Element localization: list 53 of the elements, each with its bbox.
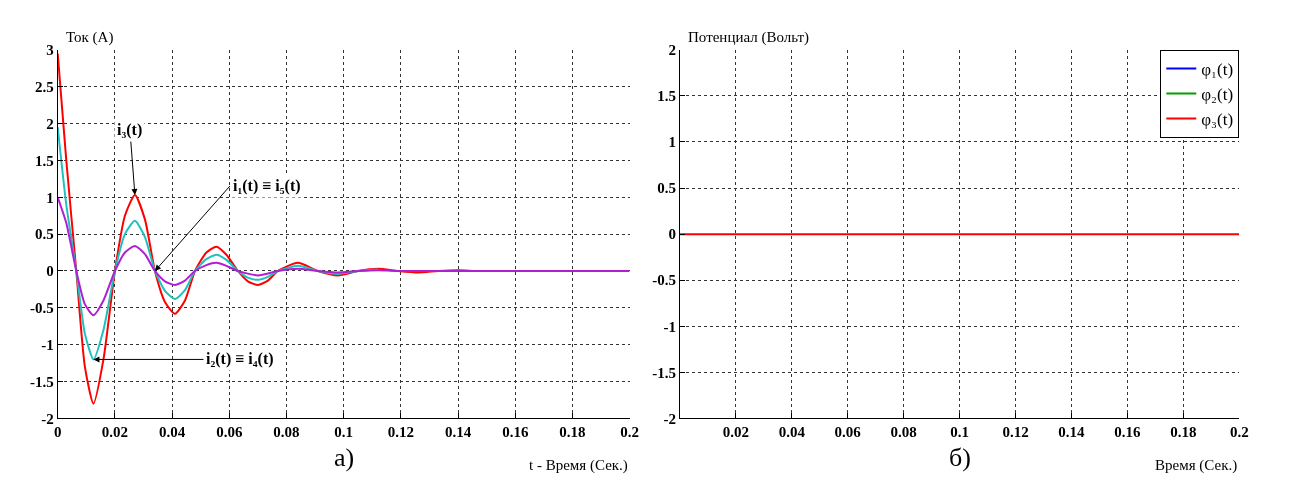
y-tick-label: 2: [46, 115, 54, 132]
x-tick-label: 0.1: [334, 424, 354, 441]
line-series: [57, 196, 630, 317]
x-tick-label: 0.12: [1002, 424, 1029, 441]
y-tick-label: 0: [46, 263, 54, 280]
y-tick-label: 1: [668, 134, 676, 151]
annotation: i₁(t) ≡ i₅(t): [233, 177, 301, 195]
y-tick-label: 1.5: [34, 152, 54, 169]
annotation: i₂(t) ≡ i₄(t): [206, 350, 274, 368]
y-tick-label: -2: [41, 410, 54, 427]
x-tick-label: 0.16: [502, 424, 529, 441]
y-axis-title: Потенциал (Вольт): [688, 29, 810, 46]
x-tick-label: 0.08: [890, 424, 917, 441]
y-tick-label: 2: [668, 42, 676, 59]
y-tick-label: -0.5: [29, 300, 54, 317]
annotation: i₃(t): [117, 121, 143, 139]
x-tick-label: 0.14: [444, 424, 472, 441]
legend-label: φ₂(t): [1201, 85, 1234, 105]
y-tick-label: -1: [663, 318, 676, 335]
y-tick-label: 1: [46, 189, 54, 206]
x-tick-label: 0.08: [273, 424, 300, 441]
y-tick-label: -0.5: [652, 272, 676, 289]
x-tick-label: 0.06: [834, 424, 862, 441]
x-tick-label: 0.2: [620, 424, 640, 441]
x-axis-title: Время (Сек.): [1155, 457, 1238, 474]
x-tick-label: 0.06: [216, 424, 243, 441]
x-tick-label: 0.12: [387, 424, 414, 441]
x-tick-label: 0.2: [1229, 424, 1249, 441]
x-tick-label: 0.04: [778, 424, 806, 441]
legend-label: φ₃(t): [1201, 110, 1234, 130]
y-tick-label: 3: [46, 42, 54, 59]
y-tick-label: 2.5: [34, 78, 54, 95]
x-tick-label: 0.02: [722, 424, 749, 441]
y-tick-label: 0.5: [657, 180, 676, 197]
x-tick-label: 0.02: [101, 424, 129, 441]
y-tick-label: -1.5: [652, 364, 676, 381]
y-tick-label: 1.5: [657, 88, 676, 105]
legend-label: φ₁(t): [1201, 60, 1234, 80]
x-tick-label: 0.18: [1170, 424, 1197, 441]
y-tick-label: -2: [663, 410, 676, 427]
x-tick-label: 0.14: [1058, 424, 1086, 441]
x-tick-label: 0.1: [950, 424, 969, 441]
text: б): [949, 443, 971, 472]
text: a): [334, 443, 355, 472]
x-tick-label: 0.18: [559, 424, 586, 441]
y-tick-label: -1: [41, 336, 54, 353]
y-axis-title: Ток (А): [66, 29, 114, 46]
y-tick-label: 0.5: [34, 226, 54, 243]
x-tick-label: 0.16: [1114, 424, 1142, 441]
y-tick-label: 0: [668, 226, 676, 243]
y-tick-label: -1.5: [29, 373, 54, 390]
x-axis-title: t - Время (Сек.): [529, 457, 628, 474]
x-tick-label: 0.04: [158, 424, 186, 441]
